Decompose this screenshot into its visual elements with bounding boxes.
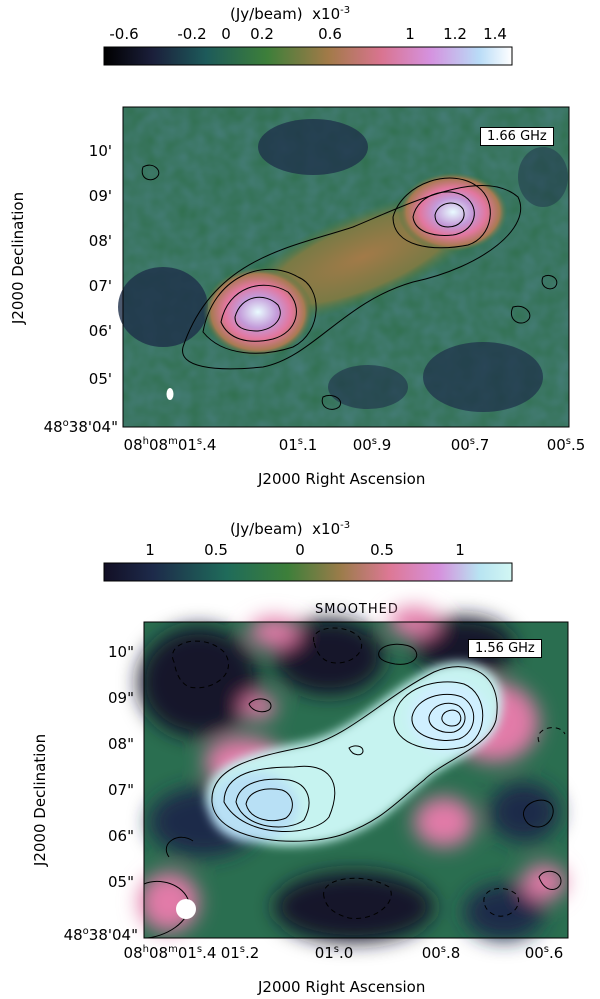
top-x-tick-minutes: 08 [148,436,169,454]
bottom-frequency-label: 1.56 GHz [468,639,542,658]
top-y-tick: 07' [88,277,112,295]
top-colorbar-tick: -0.2 [177,25,207,43]
bottom-x-tick-seconds: 01 [177,944,197,962]
top-x-tick-h-unit: h [142,436,149,447]
top-colorbar-tick: 1 [405,25,415,43]
top-x-tick-s-unit: s [196,436,203,447]
top-y-axis-title: J2000 Declination [9,191,27,325]
top-colorbar-tick: 0.6 [318,25,342,43]
top-y-tick: 09' [88,187,112,205]
bottom-colorbar-scale: x10 [312,520,341,538]
top-x-tick-frac: .4 [202,436,217,454]
bottom-colorbar-exponent: -3 [340,520,351,531]
top-x-tick-s-unit: s [469,436,475,447]
top-colorbar-tick: 1.4 [483,25,507,43]
top-colorbar-title: (Jy/beam) x10-3 [230,5,350,23]
bottom-x-tick-seconds: 00 [524,944,544,962]
top-colorbar [103,46,513,66]
bottom-y-tick: 07" [108,781,134,799]
top-y-origin-label: 48o38'04" [43,418,118,436]
bottom-x-tick-h-unit: h [142,944,149,955]
bottom-colorbar-tick: 0 [295,541,305,559]
bottom-x-tick-s-unit: s [333,944,339,955]
bottom-x-tick: 08h08m01s.4 [124,944,217,962]
bottom-x-tick-seconds: 01 [220,944,240,962]
bottom-colorbar [103,562,513,582]
bottom-y-origin-deg: 48 [63,926,83,944]
bottom-y-tick: 06" [108,827,134,845]
bottom-colorbar-tick: 0.5 [370,541,394,559]
top-x-tick-s-unit: s [297,436,303,447]
bottom-x-tick-hours: 08 [123,944,143,962]
top-x-tick-seconds: 01 [177,436,197,454]
top-colorbar-tick: 0.2 [250,25,274,43]
bottom-x-tick-m-unit: m [168,944,178,955]
top-y-tick: 06' [88,322,112,340]
top-x-tick-frac: .7 [475,436,490,454]
bottom-y-tick: 08" [108,735,134,753]
bottom-x-tick-minutes: 08 [148,944,169,962]
bottom-x-tick-s-unit: s [196,944,203,955]
top-x-tick-seconds: 00 [450,436,470,454]
bottom-x-tick-s-unit: s [239,944,245,955]
top-x-tick: 08h08m01s.4 [124,436,217,454]
bottom-x-tick-frac: .4 [202,944,217,962]
bottom-x-tick: 01s.2 [221,944,260,962]
bottom-y-axis-title: J2000 Declination [31,733,49,867]
bottom-x-axis-title: J2000 Right Ascension [258,978,426,996]
top-y-origin-rest: 38'04" [68,418,118,436]
bottom-x-tick-s-unit: s [440,944,446,955]
bottom-x-tick: 01s.0 [315,944,354,962]
top-colorbar-tick: 1.2 [443,25,467,43]
bottom-colorbar-unit: (Jy/beam) [230,520,303,538]
bottom-colorbar-tick: 1 [455,541,465,559]
top-frequency-label: 1.66 GHz [480,127,554,146]
top-x-tick-m-unit: m [168,436,178,447]
bottom-x-tick-seconds: 00 [421,944,441,962]
top-x-tick: 00s.7 [451,436,490,454]
top-x-tick: 00s.5 [547,436,586,454]
top-colorbar-exponent: -3 [340,5,351,16]
top-x-tick: 01s.1 [279,436,318,454]
top-x-tick-hours: 08 [123,436,143,454]
top-x-tick-frac: .5 [571,436,586,454]
top-x-tick-seconds: 00 [546,436,566,454]
top-colorbar-unit: (Jy/beam) [230,5,303,23]
bottom-y-tick: 10" [108,643,134,661]
top-radio-map [118,106,570,428]
top-y-origin-deg: 48 [43,418,63,436]
top-colorbar-tick: 0 [221,25,231,43]
bottom-x-tick-frac: .8 [446,944,461,962]
bottom-colorbar-title: (Jy/beam) x10-3 [230,520,350,538]
top-colorbar-tick: -0.6 [109,25,139,43]
bottom-x-tick-frac: .6 [549,944,564,962]
bottom-panel-title: SMOOTHED [315,602,399,617]
bottom-x-tick-frac: .0 [339,944,354,962]
top-x-tick-s-unit: s [565,436,571,447]
top-colorbar-scale: x10 [312,5,341,23]
bottom-x-tick-seconds: 01 [314,944,334,962]
bottom-colorbar-tick: 1 [145,541,155,559]
bottom-y-origin-label: 48o38'04" [63,926,138,944]
top-x-tick-frac: .9 [377,436,392,454]
bottom-x-tick-s-unit: s [543,944,549,955]
top-y-tick: 05' [88,370,112,388]
bottom-radio-map [139,607,569,942]
bottom-y-tick: 09" [108,689,134,707]
top-x-tick-s-unit: s [371,436,377,447]
bottom-x-tick-frac: .2 [245,944,260,962]
top-y-tick: 10' [88,142,112,160]
bottom-x-tick: 00s.6 [525,944,564,962]
top-x-tick-seconds: 00 [352,436,372,454]
top-x-axis-title: J2000 Right Ascension [258,470,426,488]
bottom-y-origin-rest: 38'04" [88,926,138,944]
top-x-tick-seconds: 01 [278,436,298,454]
top-y-tick: 08' [88,232,112,250]
bottom-colorbar-tick: 0.5 [204,541,228,559]
top-x-tick-frac: .1 [303,436,318,454]
bottom-y-tick: 05" [108,873,134,891]
top-x-tick: 00s.9 [353,436,392,454]
bottom-x-tick: 00s.8 [422,944,461,962]
